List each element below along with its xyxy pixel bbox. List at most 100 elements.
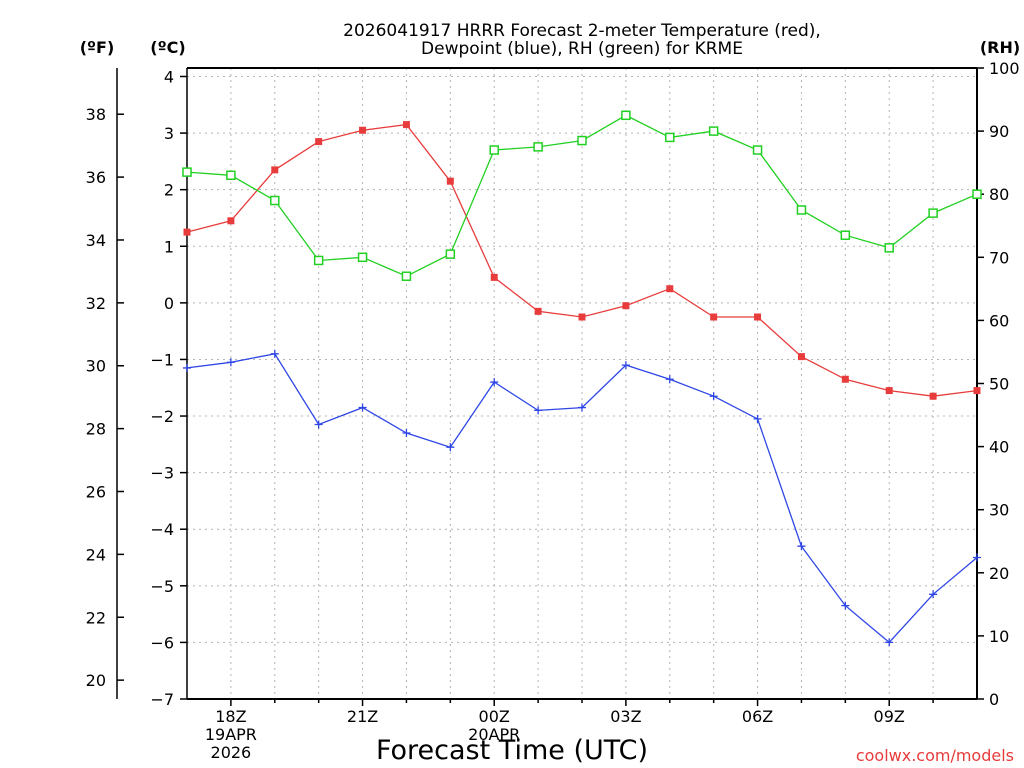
x-tick-label: 03Z — [610, 707, 641, 726]
temperature-point — [841, 375, 849, 383]
x-tick-label: 20APR — [468, 725, 520, 744]
rh-point — [752, 145, 763, 155]
dewpoint-point — [973, 553, 981, 562]
rh-point — [796, 205, 807, 215]
rh-tick-label: 40 — [989, 438, 1009, 457]
temperature-point — [710, 313, 718, 321]
x-tick-label: 19APR — [205, 725, 257, 744]
dewpoint-point — [270, 349, 279, 358]
temperature-point — [271, 166, 279, 174]
rh-tick-label: 20 — [989, 564, 1009, 583]
fahrenheit-tick-label: 20 — [86, 671, 106, 690]
celsius-tick-label: 0 — [164, 294, 174, 313]
rh-tick-label: 50 — [989, 375, 1009, 394]
temperature-point — [227, 217, 235, 225]
x-tick-label: 09Z — [874, 707, 905, 726]
rh-point — [840, 230, 851, 240]
rh-axis-unit: (RH) — [980, 38, 1020, 57]
axes — [116, 67, 984, 706]
rh-point — [972, 189, 982, 199]
fahrenheit-tick-label: 26 — [86, 482, 106, 501]
dewpoint-point — [226, 358, 235, 367]
dewpoint-point — [358, 403, 367, 412]
x-tick-label: 2026 — [211, 743, 252, 762]
rh-tick-label: 80 — [989, 185, 1009, 204]
fahrenheit-tick-label: 34 — [86, 231, 106, 250]
x-tick-label: 21Z — [347, 707, 378, 726]
dewpoint-point — [446, 443, 455, 452]
temperature-point — [183, 228, 191, 236]
celsius-tick-label: −6 — [150, 633, 174, 652]
temperature-point — [666, 285, 674, 293]
dewpoint-point — [797, 542, 806, 551]
fahrenheit-axis-unit: (ºF) — [80, 38, 115, 57]
temperature-point — [402, 121, 410, 129]
fahrenheit-tick-label: 22 — [86, 608, 106, 627]
rh-point — [533, 142, 543, 152]
rh-point — [445, 249, 456, 259]
dewpoint-point — [621, 361, 630, 370]
dewpoint-point — [534, 406, 543, 415]
dewpoint-point — [929, 590, 938, 599]
celsius-tick-label: 1 — [164, 237, 174, 256]
temperature-point — [622, 302, 630, 310]
rh-point — [270, 195, 280, 206]
celsius-tick-label: −1 — [150, 350, 174, 369]
credit-text: coolwx.com/models — [856, 746, 1014, 765]
temperature-point — [797, 353, 805, 361]
rh-tick-label: 0 — [989, 690, 999, 709]
grid-lines — [187, 68, 977, 699]
series-dewpoint — [183, 349, 981, 647]
temperature-point — [929, 392, 937, 400]
dewpoint-point — [753, 414, 762, 423]
dewpoint-point — [709, 392, 718, 401]
rh-point — [884, 243, 894, 253]
celsius-tick-label: 4 — [164, 67, 174, 86]
tick-labels: 43210−1−2−3−4−5−6−7383634323028262422201… — [86, 59, 1020, 762]
temperature-point — [534, 307, 542, 315]
dewpoint-point — [314, 420, 323, 429]
celsius-tick-label: −7 — [150, 690, 174, 709]
rh-tick-label: 10 — [989, 627, 1009, 646]
rh-point — [489, 145, 499, 155]
dewpoint-line — [186, 353, 978, 644]
fahrenheit-tick-label: 32 — [86, 294, 106, 313]
rh-tick-label: 60 — [989, 311, 1009, 330]
rh-tick-label: 100 — [989, 59, 1020, 78]
chart-title-line2: Dewpoint (blue), RH (green) for KRME — [421, 39, 743, 59]
dewpoint-point — [490, 378, 499, 387]
fahrenheit-tick-label: 28 — [86, 420, 106, 439]
fahrenheit-tick-label: 38 — [86, 105, 106, 124]
x-tick-label: 00Z — [479, 707, 510, 726]
temperature-point — [315, 138, 323, 146]
temperature-point — [490, 273, 498, 281]
rh-point — [226, 170, 236, 181]
rh-point — [401, 271, 412, 281]
data-series — [182, 110, 982, 647]
temperature-point — [578, 313, 586, 321]
rh-point — [577, 135, 587, 146]
dewpoint-point — [665, 375, 674, 384]
rh-tick-label: 90 — [989, 122, 1009, 141]
chart-title-line1: 2026041917 HRRR Forecast 2-meter Tempera… — [343, 21, 821, 41]
dewpoint-point — [183, 363, 191, 372]
fahrenheit-tick-label: 36 — [86, 168, 106, 187]
celsius-tick-label: −3 — [150, 464, 174, 483]
dewpoint-point — [578, 403, 586, 412]
celsius-tick-label: −5 — [150, 577, 174, 596]
dewpoint-point — [841, 601, 850, 610]
rh-point — [357, 252, 368, 263]
rh-point — [313, 255, 324, 266]
x-axis-label: Forecast Time (UTC) — [376, 735, 648, 766]
rh-point — [182, 167, 192, 177]
rh-point — [665, 132, 675, 143]
rh-point — [621, 110, 631, 121]
fahrenheit-tick-label: 30 — [86, 357, 106, 376]
x-tick-label: 06Z — [742, 707, 773, 726]
celsius-tick-label: −2 — [150, 407, 174, 426]
rh-tick-label: 30 — [989, 501, 1009, 520]
dewpoint-point — [885, 638, 894, 647]
temperature-point — [446, 177, 454, 185]
celsius-axis-unit: (ºC) — [150, 38, 185, 57]
